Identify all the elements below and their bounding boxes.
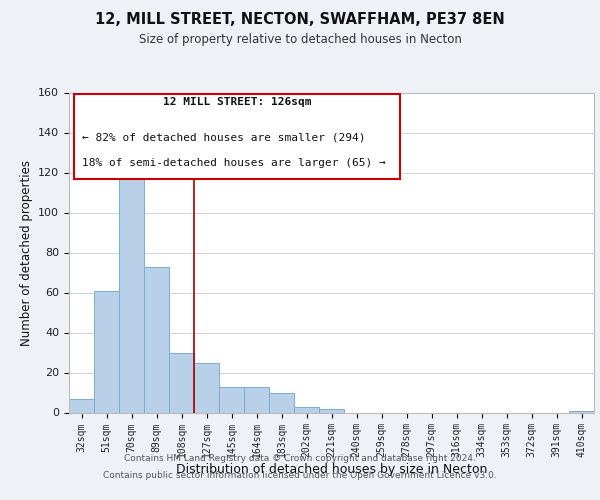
Bar [119,152,144,412]
Bar [319,408,344,412]
Bar [69,398,94,412]
Bar [94,290,119,412]
Bar [569,410,594,412]
Y-axis label: Number of detached properties: Number of detached properties [20,160,32,346]
Bar [244,386,269,412]
Bar [219,386,244,412]
Text: 12 MILL STREET: 126sqm: 12 MILL STREET: 126sqm [163,98,311,108]
Text: Size of property relative to detached houses in Necton: Size of property relative to detached ho… [139,32,461,46]
Text: ← 82% of detached houses are smaller (294): ← 82% of detached houses are smaller (29… [82,132,365,142]
FancyBboxPatch shape [74,94,400,179]
Text: 12, MILL STREET, NECTON, SWAFFHAM, PE37 8EN: 12, MILL STREET, NECTON, SWAFFHAM, PE37 … [95,12,505,28]
Bar [194,362,219,412]
Text: Contains public sector information licensed under the Open Government Licence v3: Contains public sector information licen… [103,471,497,480]
Text: 18% of semi-detached houses are larger (65) →: 18% of semi-detached houses are larger (… [82,158,386,168]
Bar [294,406,319,412]
Bar [269,392,294,412]
X-axis label: Distribution of detached houses by size in Necton: Distribution of detached houses by size … [176,463,487,476]
Bar [169,352,194,412]
Bar [144,266,169,412]
Text: Contains HM Land Registry data © Crown copyright and database right 2024.: Contains HM Land Registry data © Crown c… [124,454,476,463]
